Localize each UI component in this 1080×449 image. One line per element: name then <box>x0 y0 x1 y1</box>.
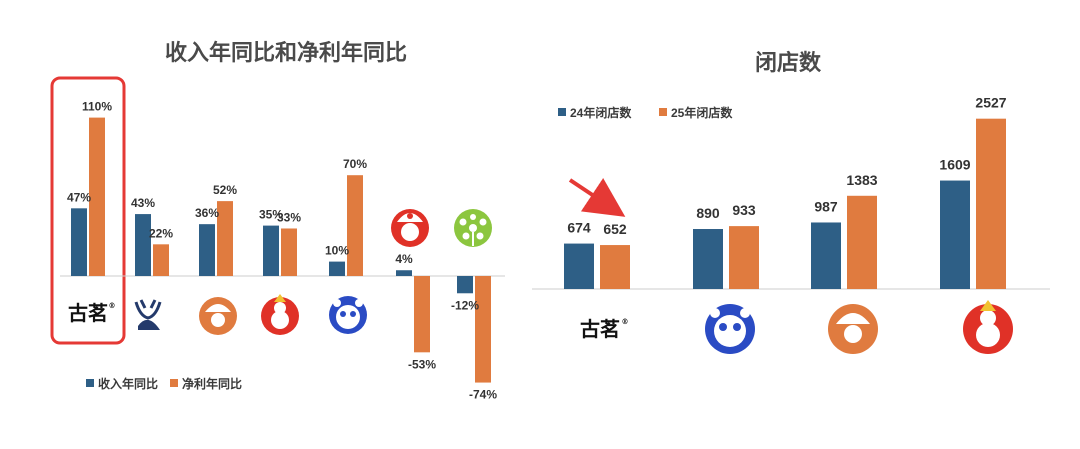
chart2-bars <box>564 118 1006 289</box>
registered-mark-2: ® <box>622 317 629 326</box>
chart2-legend: 24年闭店数 25年闭店数 <box>558 105 733 120</box>
bar-closures-2025-0 <box>600 245 630 289</box>
data-label-profit-3: 33% <box>277 210 301 224</box>
bar-closures-2025-2 <box>847 195 877 289</box>
legend-swatch-2025 <box>659 108 667 116</box>
data-label-revenue-2: 36% <box>195 206 219 220</box>
nayuki-logo <box>391 209 429 247</box>
data-label-closures-2024-1: 890 <box>696 205 720 221</box>
chayan-yuese-logo-2 <box>828 304 878 354</box>
legend-swatch-revenue <box>86 379 94 387</box>
bar-revenue-5 <box>396 270 412 276</box>
legend-label-2024: 24年闭店数 <box>570 105 632 120</box>
data-label-profit-6: -74% <box>469 388 497 402</box>
bar-profit-2 <box>217 201 233 276</box>
mixue-logo-2 <box>963 300 1013 354</box>
data-label-closures-2024-2: 987 <box>814 198 838 214</box>
data-label-profit-2: 52% <box>213 183 237 197</box>
data-label-profit-5: -53% <box>408 357 436 371</box>
bar-closures-2025-1 <box>729 226 759 289</box>
data-label-revenue-4: 10% <box>325 244 349 258</box>
chayan-yuese-logo <box>199 297 237 335</box>
bar-revenue-0 <box>71 208 87 276</box>
bar-profit-5 <box>414 276 430 353</box>
data-label-closures-2025-1: 933 <box>732 202 756 218</box>
annotation-arrow <box>568 178 626 217</box>
legend-label-profit: 净利年同比 <box>182 376 242 391</box>
bar-profit-1 <box>153 244 169 276</box>
bar-revenue-3 <box>263 225 279 276</box>
registered-mark: ® <box>109 301 116 310</box>
bar-profit-4 <box>347 175 363 276</box>
bar-closures-2024-3 <box>940 180 970 289</box>
legend-swatch-2024 <box>558 108 566 116</box>
chart1-legend: 收入年同比 净利年同比 <box>86 376 242 391</box>
data-label-revenue-0: 47% <box>67 190 91 204</box>
data-label-revenue-3: 35% <box>259 208 283 222</box>
bawang-chaji-logo <box>134 299 162 330</box>
mixue-logo <box>261 294 299 335</box>
chart1-title: 收入年同比和净利年同比 <box>165 40 407 65</box>
bar-closures-2025-3 <box>976 118 1006 289</box>
legend-label-2025: 25年闭店数 <box>671 105 733 120</box>
bar-profit-6 <box>475 276 491 383</box>
gu-ming-logo: 古茗 ® <box>68 301 116 325</box>
bar-revenue-2 <box>199 224 215 276</box>
data-label-closures-2024-3: 1609 <box>939 157 970 173</box>
bar-closures-2024-0 <box>564 243 594 289</box>
data-label-closures-2024-0: 674 <box>567 220 591 236</box>
data-label-revenue-6: -12% <box>451 298 479 312</box>
data-label-profit-1: 22% <box>149 226 173 240</box>
chart2-title: 闭店数 <box>755 50 822 75</box>
bar-closures-2024-2 <box>811 222 841 289</box>
data-label-closures-2025-3: 2527 <box>975 95 1006 111</box>
bar-revenue-1 <box>135 214 151 276</box>
data-label-profit-4: 70% <box>343 157 367 171</box>
legend-label-revenue: 收入年同比 <box>98 376 158 391</box>
bar-closures-2024-1 <box>693 229 723 289</box>
data-label-revenue-1: 43% <box>131 196 155 210</box>
legend-swatch-profit <box>170 379 178 387</box>
data-label-closures-2025-2: 1383 <box>846 172 877 188</box>
gu-ming-logo-2: 古茗 ® <box>580 317 629 341</box>
highlight-box <box>50 76 126 345</box>
gu-ming-logo-text-2: 古茗 <box>580 317 620 341</box>
bar-revenue-6 <box>457 276 473 294</box>
hushang-ayi-logo <box>454 209 492 247</box>
chabaidao-logo <box>329 296 367 334</box>
data-label-revenue-5: 4% <box>395 252 413 266</box>
chart1-data-labels: 47% 43% 36% 35% 10% 4% -12% 110% 22% 52% 33% 70% -53… <box>67 100 497 402</box>
bar-profit-0 <box>89 117 105 276</box>
bar-profit-3 <box>281 228 297 276</box>
bar-revenue-4 <box>329 261 345 276</box>
chabaidao-logo-2 <box>705 304 755 354</box>
chart2-data-labels: 674 890 987 1609 652 933 1383 2527 <box>567 95 1006 237</box>
data-label-profit-0: 110% <box>82 100 112 114</box>
gu-ming-logo-text: 古茗 <box>68 301 108 325</box>
data-label-closures-2025-0: 652 <box>603 221 627 237</box>
chart1-bars <box>71 117 491 383</box>
